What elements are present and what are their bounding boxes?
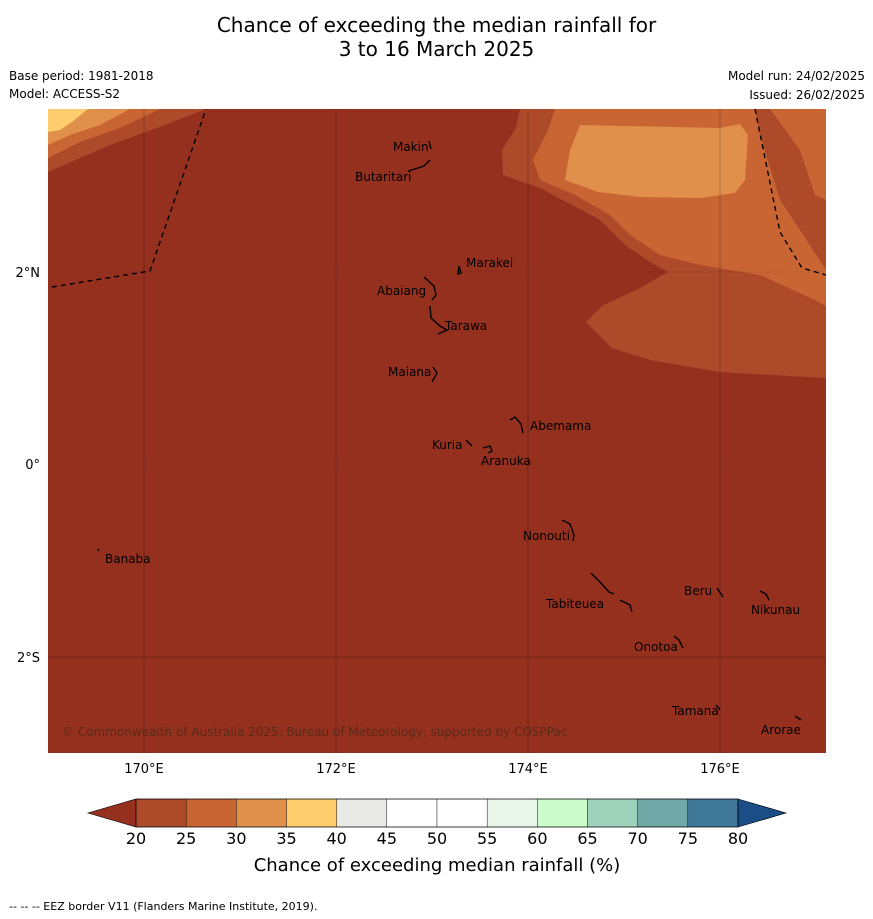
colorbar-tick-label: 75 (678, 829, 698, 848)
island-outlines (97, 140, 802, 721)
eez-border (51, 109, 826, 288)
model-name: Model: ACCESS-S2 (9, 87, 121, 101)
lon-tick-170e: 170°E (124, 762, 164, 777)
colorbar-bin-5 (386, 798, 438, 828)
colorbar-bin-2 (236, 798, 287, 828)
colorbar-tick-label: 60 (527, 829, 547, 848)
place-label-marakei: Marakei (466, 256, 513, 270)
colorbar-bin-11 (687, 798, 739, 828)
longitude-tick-labels: 170°E 172°E 174°E 176°E (124, 762, 740, 777)
colorbar-tick-label: 50 (427, 829, 447, 848)
place-label-onotoa: Onotoa (634, 640, 678, 654)
tarawa-island (429, 305, 449, 335)
place-labels: Makin Butaritari Marakei Abaiang Tarawa … (105, 140, 801, 737)
lat-tick-2n: 2°N (16, 266, 41, 281)
makin-island (428, 140, 432, 150)
lon-tick-176e: 176°E (700, 762, 740, 777)
beru-island (716, 587, 724, 598)
place-label-abaiang: Abaiang (377, 284, 426, 298)
latitude-tick-labels: 2°N 0° 2°S (16, 266, 41, 666)
fill-35-40-northwest (48, 109, 88, 132)
model-run-date: Model run: 24/02/2025 (727, 69, 865, 83)
chart-title-line1: Chance of exceeding the median rainfall … (216, 13, 657, 37)
place-label-tarawa: Tarawa (444, 319, 487, 333)
colorbar-tick-label: 30 (226, 829, 246, 848)
fill-30-35-northeast (565, 124, 748, 198)
colorbar-bin-1 (185, 798, 237, 828)
map-area: Makin Butaritari Marakei Abaiang Tarawa … (48, 109, 826, 753)
lon-tick-172e: 172°E (316, 762, 356, 777)
colorbar-tick-label: 20 (126, 829, 146, 848)
abaiang-island (423, 276, 437, 301)
colorbar-bin-7 (486, 798, 538, 828)
colorbar-frame (135, 798, 739, 828)
lon-tick-174e: 174°E (508, 762, 548, 777)
place-label-aranuka: Aranuka (481, 454, 531, 468)
gridlines (48, 109, 826, 753)
colorbar-bin-0 (135, 798, 187, 828)
butaritari-island (407, 159, 431, 172)
map-credit: © Commonwealth of Australia 2025, Bureau… (62, 725, 567, 739)
onotoa-island (673, 635, 684, 649)
place-label-butaritari: Butaritari (355, 170, 412, 184)
colorbar-tick-label: 80 (728, 829, 748, 848)
place-label-tamana: Tamana (671, 704, 719, 718)
colorbar-tick-label: 70 (627, 829, 647, 848)
colorbar-under-arrow (86, 798, 137, 828)
colorbar-bin-4 (336, 798, 388, 828)
arorae-island (794, 715, 802, 721)
colorbar: 20 25 30 35 40 45 50 55 60 65 70 75 80 Chance of exc… (86, 798, 788, 876)
eez-footnote: -- -- -- EEZ border V11 (Flanders Marine… (9, 900, 318, 913)
place-label-arorae: Arorae (761, 723, 801, 737)
colorbar-bin-8 (537, 798, 588, 828)
place-label-maiana: Maiana (388, 365, 431, 379)
colorbar-over-arrow (737, 798, 788, 828)
colorbar-tick-label: 40 (326, 829, 346, 848)
tabiteuea-island (590, 572, 633, 613)
colorbar-tick-label: 35 (276, 829, 296, 848)
colorbar-bin-10 (637, 798, 689, 828)
colorbar-tick-label: 55 (477, 829, 497, 848)
tamana-island (715, 704, 721, 711)
place-label-makin: Makin (393, 140, 429, 154)
colorbar-bin-3 (286, 798, 337, 828)
nikunau-island (759, 590, 770, 601)
banaba-island (97, 548, 100, 552)
place-label-banaba: Banaba (105, 552, 151, 566)
colorbar-tick-label: 65 (577, 829, 597, 848)
maiana-island (431, 366, 438, 383)
abemama-island (509, 416, 524, 434)
base-period: Base period: 1981-2018 (9, 69, 154, 83)
place-label-kuria: Kuria (432, 438, 463, 452)
chart-title-line2: 3 to 16 March 2025 (338, 37, 535, 61)
marakei-island (457, 265, 462, 276)
colorbar-bin-6 (436, 798, 488, 828)
colorbar-tick-label: 45 (377, 829, 397, 848)
colorbar-bin-9 (587, 798, 638, 828)
nonouti-island (561, 519, 575, 542)
place-label-beru: Beru (684, 584, 712, 598)
lat-tick-2s: 2°S (17, 651, 40, 666)
colorbar-label: Chance of exceeding median rainfall (%) (254, 855, 621, 876)
issued-date: Issued: 26/02/2025 (749, 88, 865, 102)
aranuka-island (482, 445, 493, 454)
kuria-island (465, 439, 473, 447)
place-label-nikunau: Nikunau (751, 603, 800, 617)
lat-tick-0: 0° (25, 458, 40, 473)
place-label-nonouti: Nonouti (523, 529, 570, 543)
colorbar-tick-label: 25 (176, 829, 196, 848)
place-label-abemama: Abemama (530, 419, 591, 433)
place-label-tabiteuea: Tabiteuea (545, 597, 604, 611)
